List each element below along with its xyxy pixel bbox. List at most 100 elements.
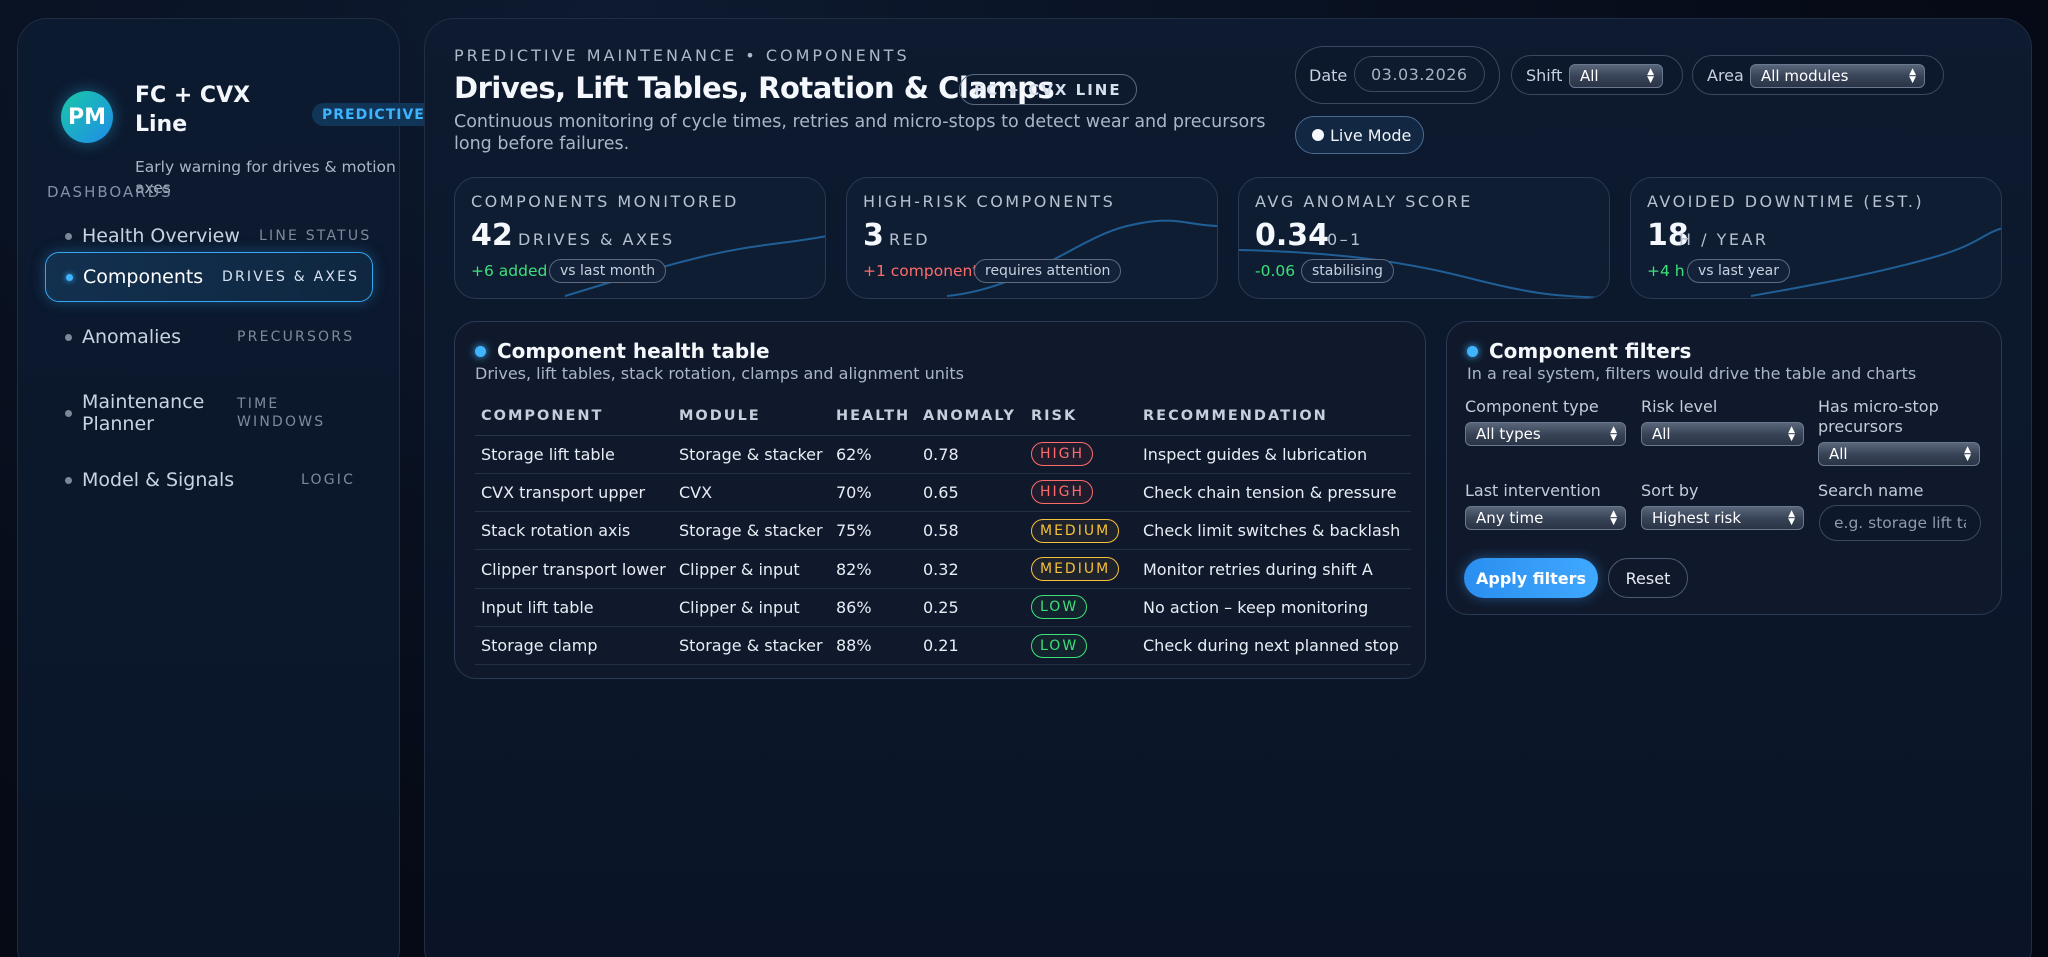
- column-header[interactable]: MODULE: [673, 397, 830, 436]
- risk-level-value: All: [1652, 425, 1671, 443]
- dashboards-heading: DASHBOARDS: [47, 183, 173, 201]
- kpi-delta: -0.06: [1255, 262, 1296, 280]
- component-type-value: All types: [1476, 425, 1541, 443]
- sidebar-item-maintenance-planner[interactable]: Maintenance Planner TIME WINDOWS: [45, 383, 373, 443]
- shift-select[interactable]: All ▲ ▼: [1569, 64, 1663, 88]
- column-header[interactable]: RISK: [1025, 397, 1137, 436]
- select-arrows-icon: ▲ ▼: [1788, 425, 1795, 443]
- kpi-label: HIGH-RISK COMPONENTS: [863, 192, 1116, 211]
- main-panel: PREDICTIVE MAINTENANCE • COMPONENTS Driv…: [424, 18, 2032, 957]
- kpi-comparison-pill: vs last year: [1687, 259, 1790, 283]
- brand-subtitle: Early warning for drives & motion axes: [135, 158, 396, 197]
- table-cell: 86%: [830, 588, 917, 627]
- micro-stop-select[interactable]: All ▲ ▼: [1818, 442, 1980, 466]
- sort-by-label: Sort by: [1641, 481, 1699, 500]
- sidebar-item-components[interactable]: Components DRIVES & AXES: [45, 252, 373, 302]
- kpi-value: 3: [863, 218, 884, 253]
- risk-cell: MEDIUM: [1025, 549, 1137, 589]
- table-row[interactable]: Storage clamp Storage & stacker 88% 0.21 LOW…: [475, 626, 1411, 666]
- sidebar-item-label: Maintenance Planner: [82, 391, 205, 435]
- table-row[interactable]: Clipper transport lower Clipper & input 82…: [475, 549, 1411, 589]
- apply-filters-button[interactable]: Apply filters: [1464, 558, 1598, 598]
- table-cell: Check during next planned stop: [1137, 626, 1411, 666]
- reset-button[interactable]: Reset: [1608, 558, 1688, 598]
- risk-badge: HIGH: [1031, 442, 1094, 467]
- component-type-label: Component type: [1465, 397, 1599, 416]
- table-cell: Storage & stacker: [673, 626, 830, 666]
- panel-title: Component filters: [1489, 339, 1692, 363]
- risk-badge: LOW: [1031, 633, 1088, 658]
- last-intervention-label: Last intervention: [1465, 481, 1601, 500]
- search-input[interactable]: [1819, 505, 1981, 541]
- component-health-panel: Component health table Drives, lift tabl…: [454, 321, 1426, 679]
- table-cell: No action – keep monitoring: [1137, 588, 1411, 627]
- risk-level-select[interactable]: All ▲ ▼: [1641, 422, 1804, 446]
- area-value: All modules: [1761, 67, 1849, 85]
- sidebar-item-health-overview[interactable]: Health Overview LINE STATUS: [45, 211, 373, 261]
- table-cell: 0.25: [917, 588, 1025, 627]
- live-mode-toggle[interactable]: Live Mode: [1295, 116, 1424, 154]
- table-cell: 75%: [830, 511, 917, 551]
- brand: PM FC + CVX Line PREDICTIVE Early warnin…: [44, 49, 435, 197]
- select-arrows-icon: ▲ ▼: [1610, 425, 1617, 443]
- sidebar-item-label: Health Overview: [82, 225, 240, 247]
- column-header[interactable]: ANOMALY: [917, 397, 1025, 436]
- kpi-delta: +4 h: [1647, 262, 1685, 280]
- table-cell: Storage & stacker: [673, 511, 830, 551]
- risk-badge: MEDIUM: [1031, 557, 1120, 582]
- table-cell: 0.65: [917, 473, 1025, 513]
- shift-value: All: [1580, 67, 1599, 85]
- risk-cell: MEDIUM: [1025, 511, 1137, 551]
- column-header[interactable]: HEALTH: [830, 397, 917, 436]
- panel-title: Component health table: [497, 339, 770, 363]
- table-cell: Storage lift table: [475, 435, 673, 474]
- kpi-comparison-pill: requires attention: [974, 259, 1122, 283]
- risk-cell: LOW: [1025, 588, 1137, 627]
- area-label: Area: [1707, 65, 1744, 85]
- panel-subtitle: Drives, lift tables, stack rotation, cla…: [475, 364, 964, 383]
- table-cell: CVX transport upper: [475, 473, 673, 513]
- sparkline-icon: [1750, 227, 2001, 297]
- bullet-icon: [65, 232, 72, 240]
- column-header[interactable]: RECOMMENDATION: [1137, 397, 1411, 436]
- table-row[interactable]: Stack rotation axis Storage & stacker 75% 0…: [475, 511, 1411, 551]
- bullet-icon: [65, 476, 72, 484]
- table-cell: Check limit switches & backlash: [1137, 511, 1411, 551]
- sort-by-select[interactable]: Highest risk ▲ ▼: [1641, 506, 1804, 530]
- date-field[interactable]: 03.03.2026: [1354, 56, 1485, 92]
- bullet-icon: [65, 409, 72, 417]
- sidebar-item-model-signals[interactable]: Model & Signals LOGIC: [45, 455, 373, 505]
- risk-badge: HIGH: [1031, 480, 1094, 505]
- table-row[interactable]: Storage lift table Storage & stacker 62% 0.…: [475, 435, 1411, 474]
- table-cell: 88%: [830, 626, 917, 666]
- bullet-icon: [66, 273, 73, 281]
- select-arrows-icon: ▲ ▼: [1647, 67, 1654, 85]
- sidebar-item-anomalies[interactable]: Anomalies PRECURSORS: [45, 312, 373, 362]
- last-intervention-select[interactable]: Any time ▲ ▼: [1465, 506, 1626, 530]
- kpi-delta: +6 added: [471, 262, 548, 280]
- select-arrows-icon: ▲ ▼: [1788, 509, 1795, 527]
- sort-by-value: Highest risk: [1652, 509, 1742, 527]
- column-header[interactable]: COMPONENT: [475, 397, 673, 436]
- page-title: Drives, Lift Tables, Rotation & Clamps: [454, 71, 1055, 105]
- sidebar-item-label: Anomalies: [82, 326, 181, 348]
- date-label: Date: [1309, 65, 1348, 85]
- table-row[interactable]: Input lift table Clipper & input 86% 0.25 LO…: [475, 588, 1411, 627]
- component-type-select[interactable]: All types ▲ ▼: [1465, 422, 1626, 446]
- kpi-card-high-risk: HIGH-RISK COMPONENTS 3 RED +1 component …: [846, 177, 1218, 299]
- table-cell: Input lift table: [475, 588, 673, 627]
- sidebar-item-tag: TIME WINDOWS: [237, 396, 326, 430]
- area-select[interactable]: All modules ▲ ▼: [1750, 64, 1925, 88]
- shift-label: Shift: [1526, 65, 1563, 85]
- risk-level-label: Risk level: [1641, 397, 1718, 416]
- table-row[interactable]: CVX transport upper CVX 70% 0.65 HIGH Check c…: [475, 473, 1411, 513]
- kpi-delta: +1 component: [863, 262, 979, 280]
- sparkline-icon: [1239, 249, 1609, 298]
- component-health-table: COMPONENT MODULE HEALTH ANOMALY RISK REC…: [475, 397, 1411, 666]
- kpi-label: COMPONENTS MONITORED: [471, 192, 739, 211]
- sidebar-item-label: Model & Signals: [82, 469, 235, 491]
- sidebar: PM FC + CVX Line PREDICTIVE Early warnin…: [17, 18, 435, 957]
- table-cell: 0.78: [917, 435, 1025, 474]
- kpi-comparison-pill: stabilising: [1301, 259, 1394, 283]
- table-cell: Monitor retries during shift A: [1137, 549, 1411, 589]
